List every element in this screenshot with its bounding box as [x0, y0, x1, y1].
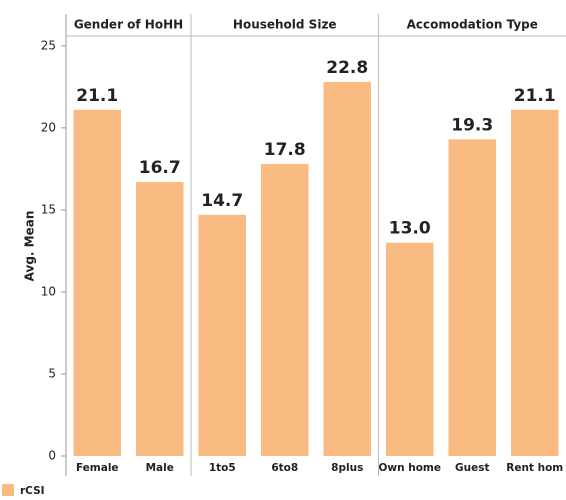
value-label: 14.7: [201, 191, 243, 211]
x-tick-label: Male: [146, 462, 174, 474]
legend-swatch: [2, 484, 14, 496]
bar: [73, 109, 121, 456]
bar: [198, 214, 246, 456]
x-tick-label: 8plus: [331, 462, 363, 474]
value-label: 19.3: [451, 115, 493, 135]
y-tick-label: 15: [41, 202, 56, 216]
value-label: 16.7: [139, 158, 181, 178]
panel-title: Gender of HoHH: [74, 18, 183, 32]
value-label: 13.0: [389, 219, 431, 239]
bar: [448, 139, 496, 456]
y-tick-label: 10: [41, 284, 56, 298]
y-axis-label: Avg. Mean: [23, 211, 37, 282]
bar: [511, 109, 559, 456]
y-tick-label: 25: [41, 38, 56, 52]
x-tick-label: 1to5: [209, 462, 236, 474]
x-tick-label: Rent hom: [506, 462, 563, 474]
y-tick-label: 20: [41, 120, 56, 134]
y-tick-label: 0: [48, 449, 56, 463]
bar: [386, 242, 434, 456]
bar: [261, 163, 309, 456]
value-label: 21.1: [514, 86, 556, 106]
legend-label: rCSI: [20, 485, 45, 497]
y-tick-label: 5: [48, 366, 56, 380]
x-tick-label: Guest: [455, 462, 489, 474]
bar: [136, 182, 184, 456]
value-label: 21.1: [76, 86, 118, 106]
x-tick-label: Female: [76, 462, 119, 474]
panel-title: Accomodation Type: [407, 18, 538, 32]
bar: [323, 81, 371, 456]
x-tick-label: Own home: [378, 462, 441, 474]
value-label: 17.8: [264, 140, 306, 160]
value-label: 22.8: [326, 58, 368, 78]
panel-title: Household Size: [233, 18, 337, 32]
x-tick-label: 6to8: [271, 462, 298, 474]
